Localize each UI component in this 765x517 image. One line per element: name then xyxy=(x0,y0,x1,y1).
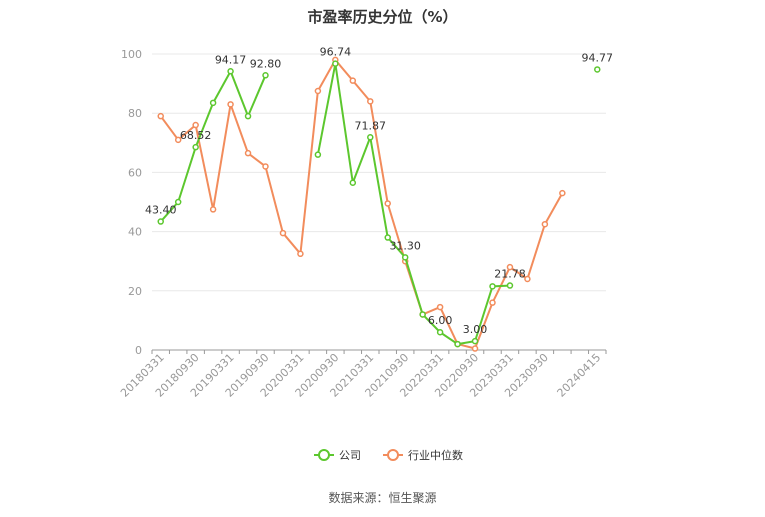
y-tick-label: 40 xyxy=(128,226,142,239)
data-point[interactable] xyxy=(489,283,496,290)
data-label: 94.77 xyxy=(582,51,614,64)
data-point[interactable] xyxy=(419,311,426,318)
data-point[interactable] xyxy=(524,275,531,283)
data-point[interactable] xyxy=(559,189,566,197)
x-tick-label: 20240415 xyxy=(555,351,604,400)
data-point[interactable] xyxy=(471,345,479,352)
data-point[interactable] xyxy=(244,112,252,120)
data-point[interactable] xyxy=(157,112,164,120)
y-tick-label: 80 xyxy=(128,107,142,120)
data-point[interactable] xyxy=(454,340,461,348)
data-point[interactable] xyxy=(367,98,374,105)
data-label: 71.87 xyxy=(355,119,387,132)
data-label-layer: 43.40 68.52 94.17 92.80 96.74 71.87 31.30 6.00 3… xyxy=(145,46,613,336)
data-point[interactable] xyxy=(594,66,601,73)
data-point[interactable] xyxy=(192,121,199,129)
data-point[interactable] xyxy=(227,68,234,75)
data-point[interactable] xyxy=(506,263,514,271)
data-point[interactable] xyxy=(401,254,409,261)
data-point[interactable] xyxy=(332,60,339,67)
legend-item-industry[interactable]: 行业中位数 xyxy=(383,448,463,462)
data-point[interactable] xyxy=(209,206,217,213)
y-tick-label: 60 xyxy=(128,166,142,179)
data-point[interactable] xyxy=(436,303,444,311)
data-point[interactable] xyxy=(227,101,234,108)
series-line-industry xyxy=(159,58,564,350)
grid-layer xyxy=(152,53,606,292)
data-point[interactable] xyxy=(262,163,269,170)
data-point[interactable] xyxy=(279,229,287,237)
data-source: 数据来源：恒生聚源 xyxy=(328,491,437,505)
data-label: 94.17 xyxy=(215,53,247,66)
data-label: 96.74 xyxy=(320,46,352,59)
data-point[interactable] xyxy=(314,87,322,95)
legend[interactable]: 公司 行业中位数 xyxy=(314,448,463,462)
data-point[interactable] xyxy=(436,328,444,336)
legend-swatch-marker xyxy=(318,449,330,461)
series-layer xyxy=(157,56,601,352)
data-point[interactable] xyxy=(157,218,164,225)
data-point[interactable] xyxy=(367,134,374,141)
y-tick-label: 20 xyxy=(128,285,142,298)
series-line-company xyxy=(161,64,598,344)
legend-item-company[interactable]: 公司 xyxy=(314,449,361,462)
data-label: 6.00 xyxy=(428,314,453,327)
legend-swatch-marker xyxy=(387,449,399,461)
data-label: 43.40 xyxy=(145,204,177,217)
data-point[interactable] xyxy=(384,234,391,241)
y-tick-label: 0 xyxy=(135,344,142,357)
axis-layer: 0204060801002018033120180930201903312019… xyxy=(118,48,607,400)
data-point[interactable] xyxy=(174,136,182,144)
data-label: 21.78 xyxy=(494,268,526,281)
data-point[interactable] xyxy=(192,143,199,151)
data-label: 68.52 xyxy=(180,129,212,142)
data-label: 92.80 xyxy=(250,57,282,70)
data-point[interactable] xyxy=(541,220,549,228)
data-point[interactable] xyxy=(262,72,269,79)
chart-title: 市盈率历史分位（%） xyxy=(307,8,458,26)
data-label: 3.00 xyxy=(463,323,488,336)
legend-label: 行业中位数 xyxy=(408,448,463,462)
y-tick-label: 100 xyxy=(121,48,142,61)
data-point[interactable] xyxy=(349,77,357,84)
data-point[interactable] xyxy=(244,149,252,157)
data-point[interactable] xyxy=(349,179,357,187)
data-point[interactable] xyxy=(174,198,182,206)
data-point[interactable] xyxy=(297,250,304,258)
data-point[interactable] xyxy=(314,151,322,158)
data-label: 31.30 xyxy=(389,239,421,252)
legend-label: 公司 xyxy=(339,449,361,462)
data-point[interactable] xyxy=(384,200,391,207)
data-point[interactable] xyxy=(209,99,217,107)
data-point[interactable] xyxy=(506,282,514,289)
data-point[interactable] xyxy=(489,299,496,306)
data-point[interactable] xyxy=(471,337,479,345)
